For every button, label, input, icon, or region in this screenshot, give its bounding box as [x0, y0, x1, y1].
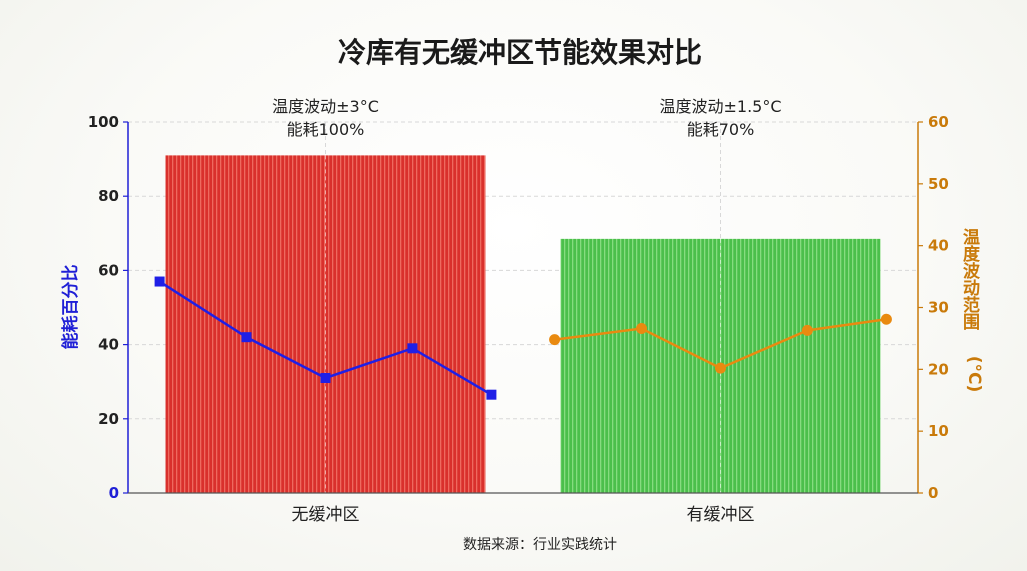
axes: 0 20 40 60 80 100 0 10 20 30 40 50 60 无缓冲区 有缓冲区 [88, 113, 949, 525]
data-point-temperature [715, 362, 726, 374]
annotation-energy: 能耗70% [687, 120, 755, 139]
right-tick-label: 0 [928, 484, 938, 502]
left-tick-label: 0 [109, 484, 119, 502]
bar-annotations: 温度波动±3°C 能耗100% 温度波动±1.5°C 能耗70% [272, 97, 781, 139]
left-axis-label: 能耗百分比 [60, 265, 81, 350]
data-point-energy [486, 389, 497, 400]
left-tick-label: 80 [98, 187, 119, 205]
right-tick-label: 20 [928, 360, 949, 378]
left-tick-label: 60 [98, 261, 119, 279]
annotation-temp-range: 温度波动±3°C [272, 97, 379, 116]
data-point-energy [241, 332, 252, 343]
right-tick-label: 10 [928, 422, 949, 440]
left-tick-label: 20 [98, 410, 119, 428]
right-tick-label: 40 [928, 237, 949, 255]
right-axis-unit-label: (°C) [964, 356, 984, 393]
data-point-temperature [636, 323, 647, 335]
left-tick-label: 40 [98, 336, 119, 354]
annotation-temp-range: 温度波动±1.5°C [659, 97, 781, 116]
data-point-temperature [549, 334, 561, 346]
data-point-temperature [880, 313, 892, 325]
data-point-energy [407, 343, 418, 354]
right-tick-label: 50 [928, 175, 949, 193]
chart-title: 冷库有无缓冲区节能效果对比 [338, 36, 702, 69]
series-lines [154, 276, 892, 400]
data-point-temperature [801, 324, 813, 336]
x-category-label: 有缓冲区 [687, 505, 755, 525]
right-tick-label: 60 [928, 113, 949, 131]
data-point-energy [154, 276, 165, 287]
data-source-note: 数据来源：行业实践统计 [463, 537, 617, 553]
bars [165, 155, 881, 493]
left-tick-label: 100 [88, 113, 119, 131]
annotation-energy: 能耗100% [287, 120, 365, 139]
right-axis-label: 温度波动范围 [959, 228, 980, 331]
right-tick-label: 30 [928, 299, 949, 317]
data-point-energy [320, 372, 331, 383]
x-category-label: 无缓冲区 [292, 505, 360, 525]
